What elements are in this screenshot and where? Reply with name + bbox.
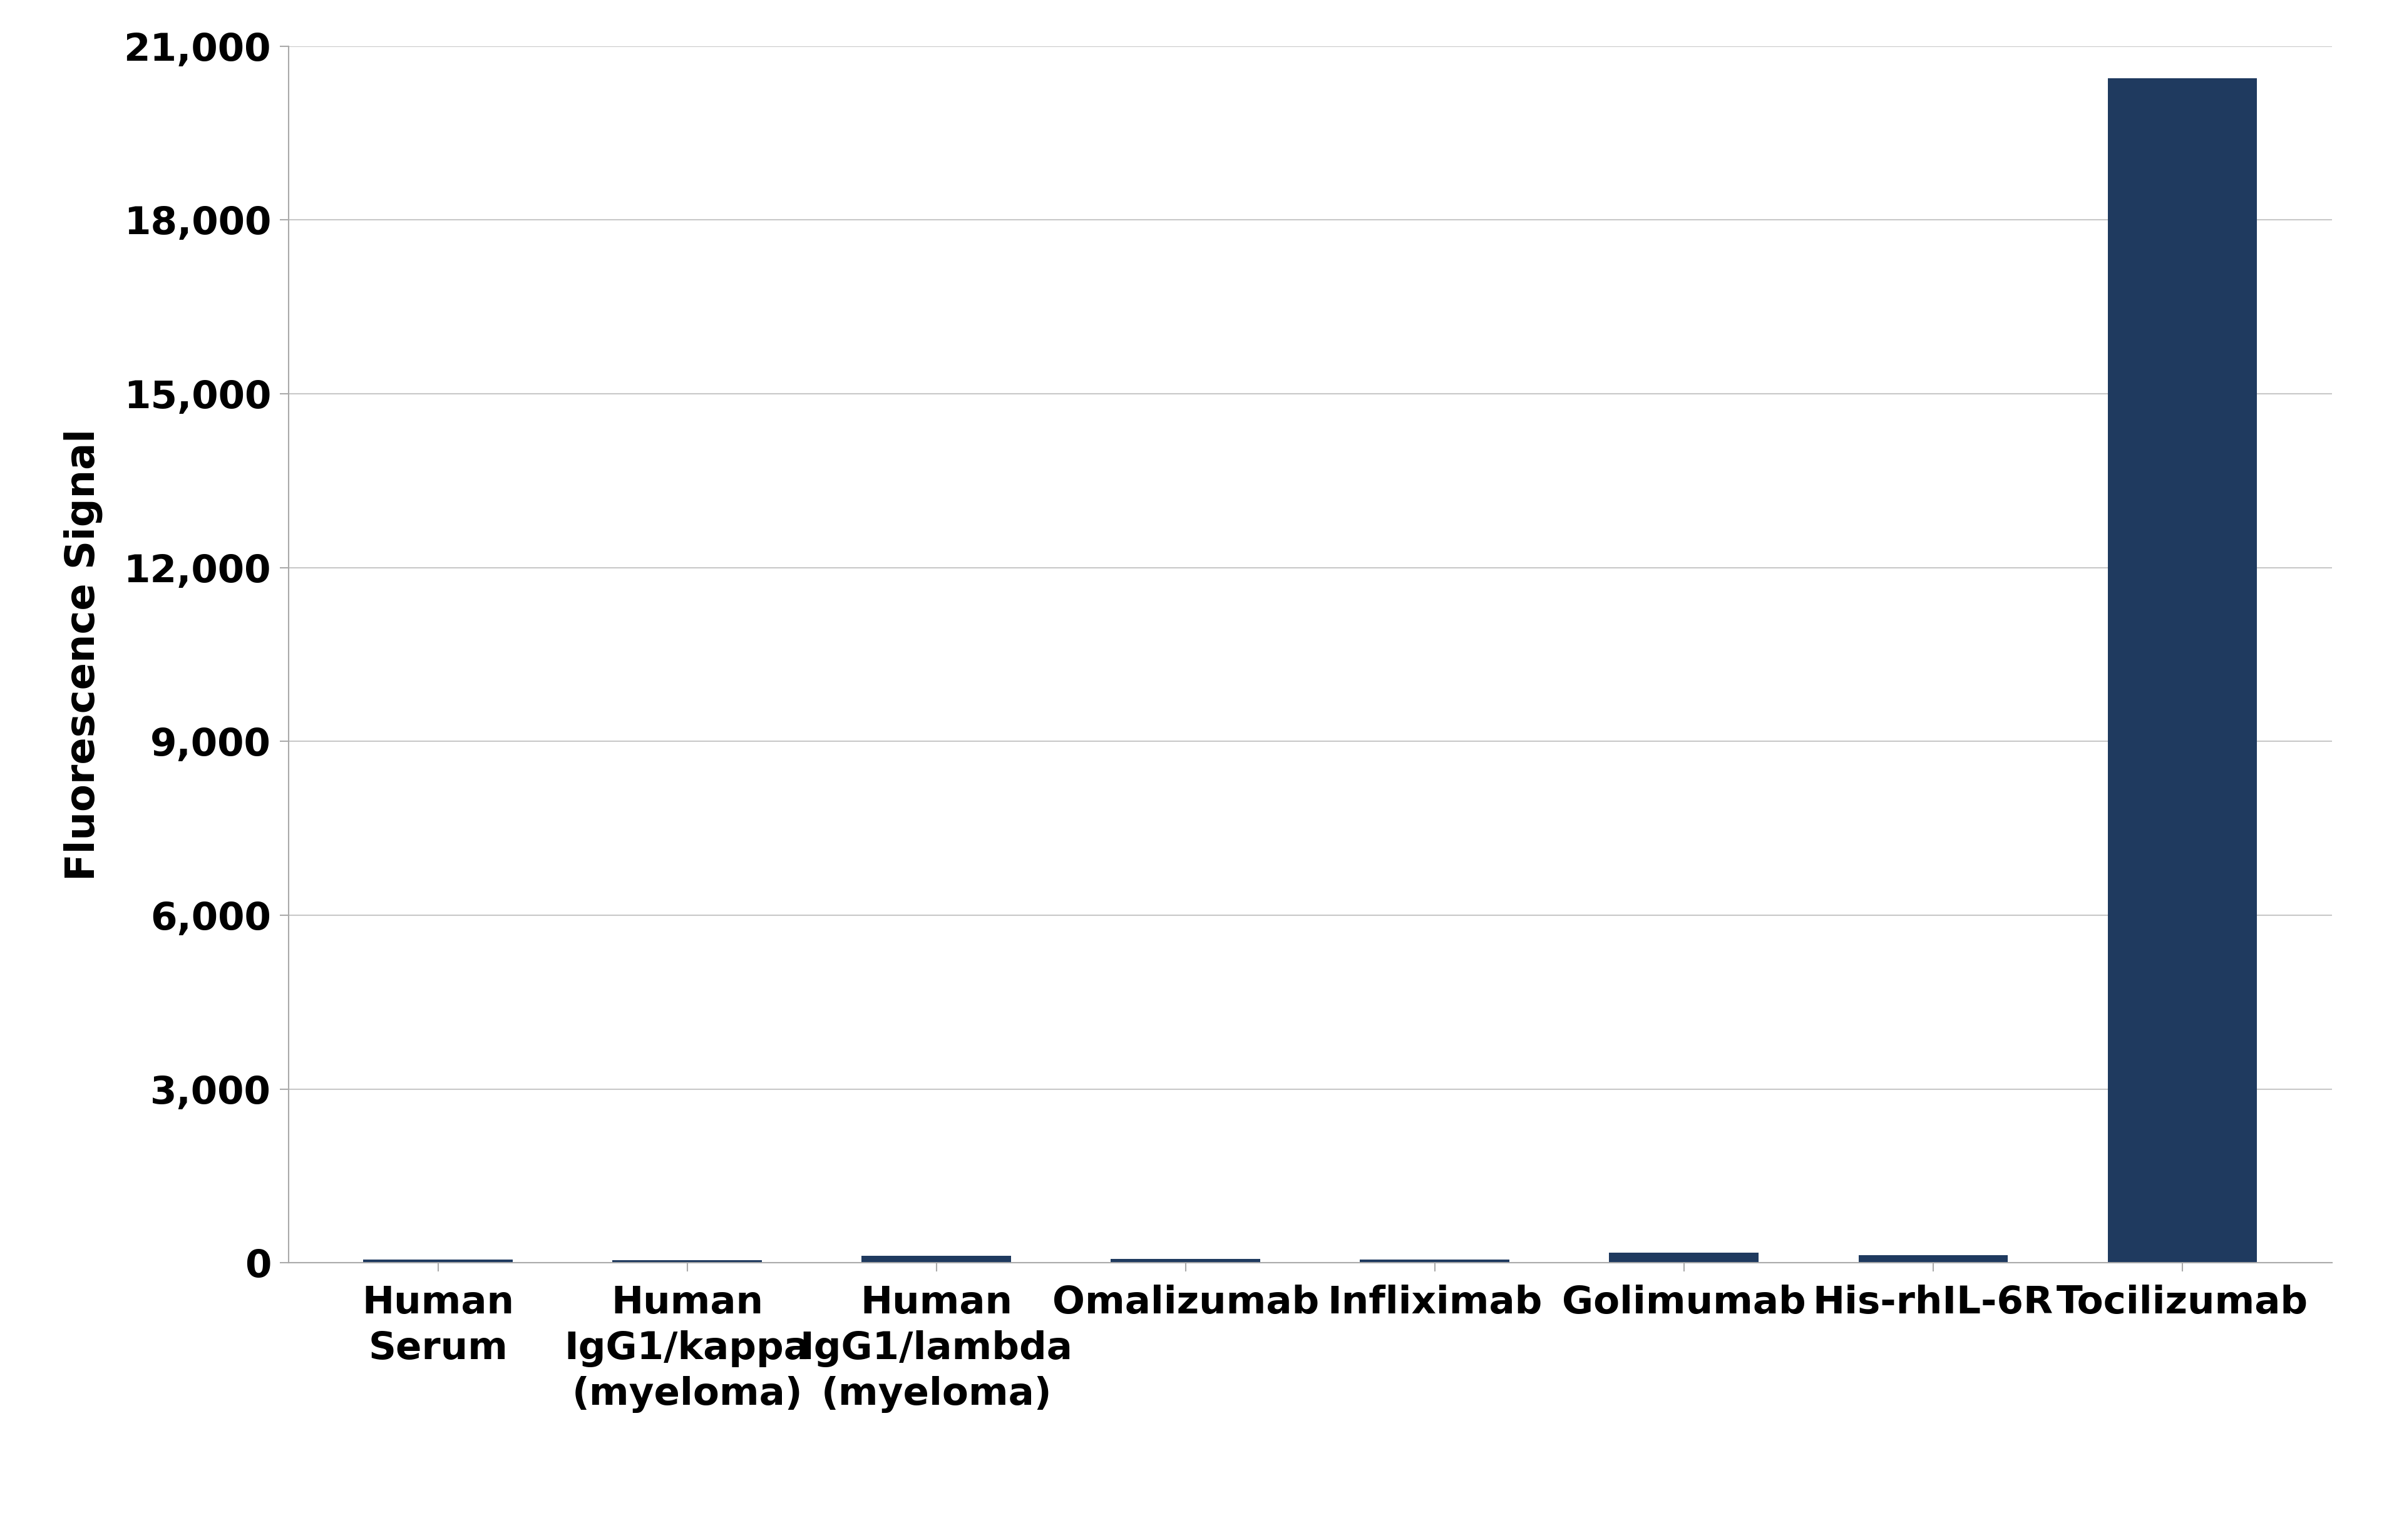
Bar — [861, 1255, 1012, 1263]
Bar — [1858, 1255, 2007, 1263]
Bar — [613, 1260, 762, 1263]
Bar — [1608, 1252, 1760, 1263]
Y-axis label: Fluorescence Signal: Fluorescence Signal — [63, 428, 103, 881]
Bar — [363, 1260, 512, 1263]
Bar — [1361, 1260, 1510, 1263]
Bar — [2108, 79, 2257, 1263]
Bar — [1111, 1260, 1260, 1263]
